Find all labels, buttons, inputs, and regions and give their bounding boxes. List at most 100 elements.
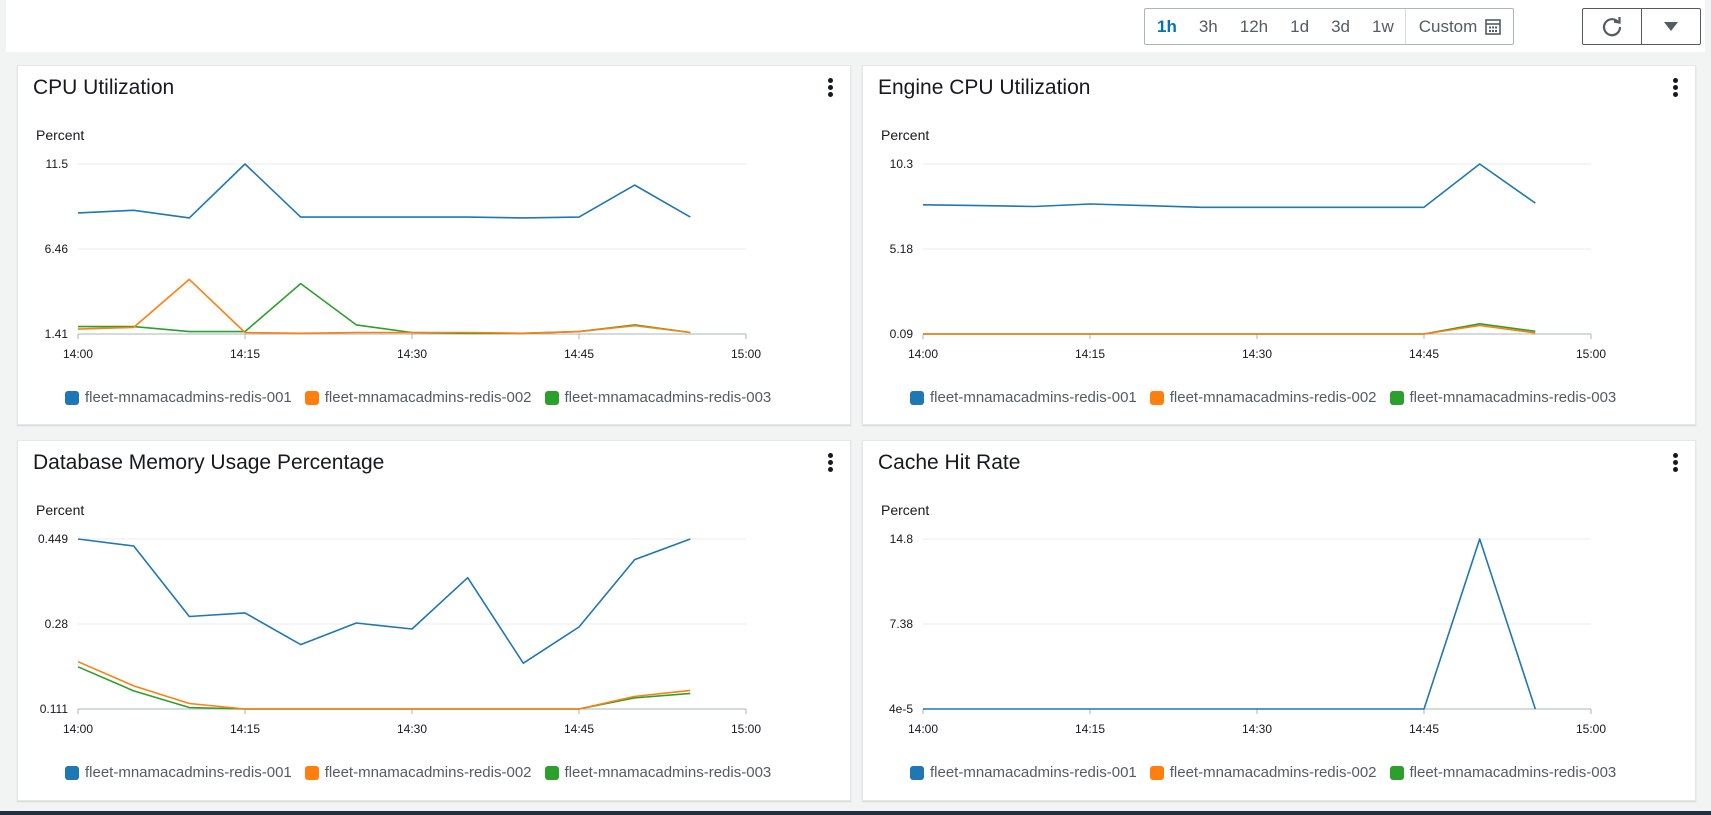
- x-tick-label: 14:00: [908, 722, 938, 736]
- y-axis-unit: Percent: [36, 502, 85, 518]
- y-tick-label: 10.3: [890, 157, 914, 171]
- legend-label: fleet-mnamacadmins-redis-002: [1169, 764, 1377, 781]
- legend-item[interactable]: fleet-mnamacadmins-redis-001: [65, 389, 292, 406]
- dashboard-toolbar: 1h 3h 12h 1d 3d 1w Custom: [6, 0, 1705, 52]
- custom-range-button[interactable]: Custom: [1404, 9, 1514, 44]
- y-tick-label: 6.46: [45, 242, 69, 256]
- calendar-icon: [1485, 18, 1502, 35]
- widget-database-memory-usage: Database Memory Usage Percentage Percent…: [17, 440, 851, 801]
- y-tick-label: 0.28: [45, 617, 69, 631]
- range-1d-button[interactable]: 1d: [1290, 16, 1310, 36]
- legend-label: fleet-mnamacadmins-redis-003: [1409, 389, 1617, 406]
- refresh-icon: [1602, 16, 1622, 36]
- caret-down-icon: [1664, 21, 1678, 31]
- y-tick-label: 1.41: [45, 327, 69, 341]
- series-line-1: [923, 538, 1537, 710]
- x-tick-label: 14:45: [564, 347, 594, 361]
- y-tick-label: 0.09: [890, 327, 914, 341]
- custom-range-label: Custom: [1418, 16, 1478, 36]
- series-line-3: [78, 282, 691, 335]
- legend-label: fleet-mnamacadmins-redis-003: [564, 764, 772, 781]
- time-range-selector: 1h 3h 12h 1d 3d 1w Custom: [1144, 8, 1515, 45]
- legend-label: fleet-mnamacadmins-redis-002: [324, 389, 532, 406]
- legend-label: fleet-mnamacadmins-redis-003: [1409, 764, 1617, 781]
- series-line-2: [923, 324, 1536, 335]
- more-options-icon[interactable]: [824, 453, 836, 475]
- widget-title: Database Memory Usage Percentage: [33, 451, 385, 474]
- legend-item[interactable]: fleet-mnamacadmins-redis-001: [65, 764, 292, 781]
- x-tick-label: 14:30: [1242, 722, 1272, 736]
- line-chart: 11.5 6.46 1.41 14:00 14:15 14:30 14:45 15:00: [45, 157, 762, 361]
- legend-swatch: [544, 390, 559, 405]
- legend-swatch: [910, 390, 924, 405]
- widget-title: CPU Utilization: [33, 76, 175, 99]
- legend-swatch: [910, 765, 924, 780]
- legend-label: fleet-mnamacadmins-redis-002: [324, 764, 532, 781]
- legend-item[interactable]: fleet-mnamacadmins-redis-002: [304, 764, 532, 781]
- x-tick-label: 14:15: [1075, 347, 1105, 361]
- widget-title: Engine CPU Utilization: [878, 76, 1091, 99]
- legend-label: fleet-mnamacadmins-redis-001: [85, 389, 292, 406]
- refresh-button[interactable]: [1582, 8, 1642, 45]
- legend-swatch: [544, 765, 559, 780]
- widget-engine-cpu-utilization: Engine CPU Utilization Percent 10.3 5.18 0…: [862, 65, 1696, 425]
- widget-cache-hit-rate: Cache Hit Rate Percent 14.8 7.38 4e-5 14:00…: [862, 440, 1696, 801]
- legend-swatch: [1149, 390, 1164, 405]
- legend-item[interactable]: fleet-mnamacadmins-redis-003: [1389, 764, 1617, 781]
- legend-swatch: [1149, 765, 1164, 780]
- legend-swatch: [1389, 390, 1404, 405]
- line-chart: 10.3 5.18 0.09 14:00 14:15 14:30 14:45 15:00: [890, 157, 1607, 361]
- line-chart: 0.449 0.28 0.111 14:00 14:15 14:30 14:45 15:00: [38, 532, 761, 736]
- x-tick-label: 14:30: [397, 347, 427, 361]
- legend-swatch: [304, 390, 319, 405]
- series-line-1: [77, 538, 691, 664]
- x-tick-label: 14:45: [1409, 722, 1439, 736]
- range-1w-button[interactable]: 1w: [1371, 16, 1394, 36]
- y-tick-label: 4e-5: [889, 702, 913, 716]
- legend-swatch: [65, 765, 79, 780]
- range-3h-button[interactable]: 3h: [1198, 16, 1218, 36]
- legend-swatch: [65, 390, 79, 405]
- series-line-3: [923, 322, 1536, 335]
- range-3d-button[interactable]: 3d: [1331, 16, 1350, 36]
- legend-item[interactable]: fleet-mnamacadmins-redis-002: [304, 389, 532, 406]
- y-tick-label: 5.18: [890, 242, 914, 256]
- y-tick-label: 7.38: [890, 617, 914, 631]
- legend-item[interactable]: fleet-mnamacadmins-redis-003: [544, 764, 772, 781]
- y-tick-label: 0.111: [40, 702, 69, 716]
- legend-item[interactable]: fleet-mnamacadmins-redis-001: [910, 389, 1137, 406]
- bottom-border: [0, 811, 1711, 815]
- y-axis-unit: Percent: [36, 127, 85, 143]
- legend-item[interactable]: fleet-mnamacadmins-redis-003: [1389, 389, 1617, 406]
- more-options-icon[interactable]: [1669, 78, 1681, 100]
- legend-label: fleet-mnamacadmins-redis-001: [930, 764, 1137, 781]
- series-line-2: [77, 660, 691, 710]
- x-tick-label: 14:45: [564, 722, 594, 736]
- more-options-icon[interactable]: [1669, 453, 1681, 475]
- chart-legend: fleet-mnamacadmins-redis-001 fleet-mnamac…: [65, 389, 771, 406]
- x-tick-label: 14:30: [1242, 347, 1272, 361]
- widget-title: Cache Hit Rate: [878, 451, 1021, 474]
- chart-legend: fleet-mnamacadmins-redis-001 fleet-mnamac…: [910, 764, 1616, 781]
- series-line-3: [77, 666, 691, 710]
- refresh-options-dropdown[interactable]: [1641, 8, 1701, 45]
- legend-item[interactable]: fleet-mnamacadmins-redis-003: [544, 389, 771, 406]
- y-tick-label: 14.8: [890, 532, 914, 546]
- x-tick-label: 15:00: [731, 347, 761, 361]
- range-1h-button[interactable]: 1h: [1157, 16, 1177, 36]
- y-tick-label: 11.5: [46, 157, 69, 171]
- legend-label: fleet-mnamacadmins-redis-001: [930, 389, 1137, 406]
- more-options-icon[interactable]: [824, 78, 836, 100]
- legend-item[interactable]: fleet-mnamacadmins-redis-001: [910, 764, 1137, 781]
- legend-item[interactable]: fleet-mnamacadmins-redis-002: [1149, 764, 1377, 781]
- x-tick-label: 14:15: [230, 347, 260, 361]
- line-chart: 14.8 7.38 4e-5 14:00 14:15 14:30 14:45 15:00: [889, 532, 1606, 736]
- x-tick-label: 14:15: [230, 722, 260, 736]
- widget-cpu-utilization: CPU Utilization Percent 11.5 6.46 1.41 14:0…: [17, 65, 851, 425]
- range-12h-button[interactable]: 12h: [1239, 16, 1269, 36]
- legend-item[interactable]: fleet-mnamacadmins-redis-002: [1149, 389, 1377, 406]
- legend-label: fleet-mnamacadmins-redis-001: [85, 764, 292, 781]
- x-tick-label: 14:00: [908, 347, 938, 361]
- x-tick-label: 14:30: [397, 722, 427, 736]
- x-tick-label: 15:00: [1576, 347, 1606, 361]
